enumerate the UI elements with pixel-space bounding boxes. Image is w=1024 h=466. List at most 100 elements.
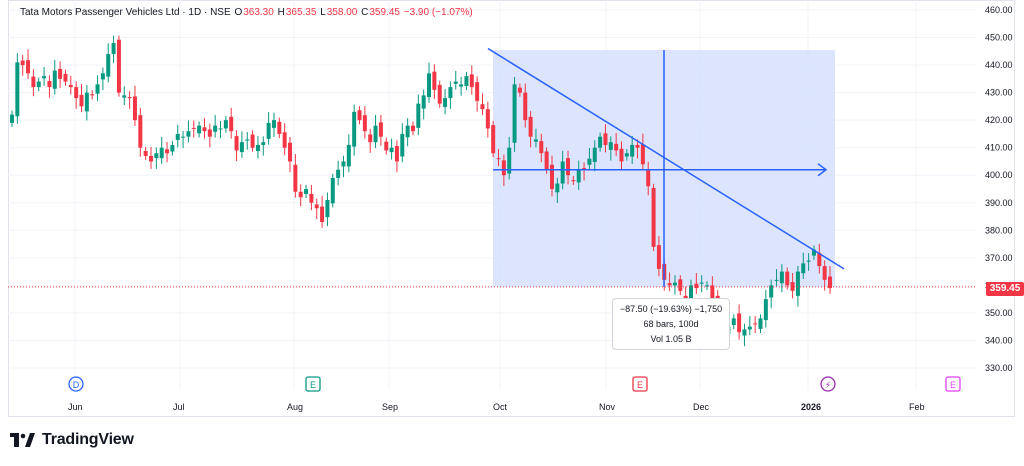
candle-body[interactable]	[651, 187, 656, 247]
candle-body[interactable]	[678, 279, 683, 291]
candle-body[interactable]	[544, 151, 549, 170]
candle-body[interactable]	[753, 323, 758, 325]
candle-body[interactable]	[298, 191, 303, 198]
candle-body[interactable]	[111, 43, 116, 55]
candle-body[interactable]	[170, 144, 175, 152]
candle-body[interactable]	[822, 266, 827, 280]
candle-body[interactable]	[132, 96, 137, 121]
candle-body[interactable]	[74, 87, 79, 99]
event-marker-icon[interactable]: E	[632, 376, 648, 392]
tradingview-logo[interactable]: TradingView	[10, 431, 134, 449]
candle-body[interactable]	[20, 60, 25, 66]
candle-body[interactable]	[688, 285, 693, 304]
candle-body[interactable]	[52, 70, 57, 89]
candle-body[interactable]	[191, 127, 196, 129]
candle-body[interactable]	[742, 329, 747, 336]
candle-body[interactable]	[384, 141, 389, 151]
candle-body[interactable]	[817, 252, 822, 267]
candle-body[interactable]	[731, 318, 736, 326]
candle-body[interactable]	[266, 122, 271, 139]
candle-body[interactable]	[58, 68, 63, 79]
candle-body[interactable]	[314, 204, 319, 209]
event-marker-icon[interactable]: E	[305, 376, 321, 392]
candle-body[interactable]	[646, 169, 651, 187]
candle-body[interactable]	[475, 82, 480, 101]
candle-body[interactable]	[336, 169, 341, 178]
candle-body[interactable]	[288, 142, 293, 162]
candle-body[interactable]	[640, 144, 645, 165]
candle-body[interactable]	[202, 127, 207, 132]
candle-body[interactable]	[555, 183, 560, 193]
candle-body[interactable]	[15, 62, 20, 117]
candle-body[interactable]	[437, 84, 442, 104]
candle-body[interactable]	[122, 95, 127, 98]
candle-body[interactable]	[234, 136, 239, 151]
candle-body[interactable]	[614, 143, 619, 151]
candle-body[interactable]	[549, 164, 554, 189]
candle-body[interactable]	[779, 271, 784, 284]
candle-body[interactable]	[774, 279, 779, 281]
candle-body[interactable]	[218, 128, 223, 130]
candle-body[interactable]	[705, 285, 710, 287]
candle-body[interactable]	[496, 158, 501, 160]
candle-body[interactable]	[368, 134, 373, 143]
candle-body[interactable]	[346, 144, 351, 167]
candle-body[interactable]	[582, 168, 587, 170]
candle-body[interactable]	[624, 153, 629, 157]
candle-body[interactable]	[656, 245, 661, 269]
candle-body[interactable]	[186, 131, 191, 137]
candle-body[interactable]	[785, 271, 790, 286]
candle-body[interactable]	[106, 54, 111, 77]
candle-body[interactable]	[90, 94, 95, 96]
candle-body[interactable]	[501, 160, 506, 176]
trend-line[interactable]	[487, 47, 845, 270]
candle-body[interactable]	[453, 81, 458, 84]
candle-body[interactable]	[47, 81, 52, 88]
candle-body[interactable]	[507, 147, 512, 174]
candle-body[interactable]	[293, 164, 298, 192]
candle-body[interactable]	[10, 114, 14, 123]
candle-body[interactable]	[806, 260, 811, 262]
candle-body[interactable]	[154, 153, 159, 159]
candle-body[interactable]	[245, 139, 250, 141]
candle-body[interactable]	[63, 73, 68, 82]
candle-body[interactable]	[271, 120, 276, 128]
candle-body[interactable]	[197, 125, 202, 134]
candle-body[interactable]	[533, 139, 538, 142]
candle-body[interactable]	[699, 282, 704, 284]
candle-body[interactable]	[416, 103, 421, 128]
candle-body[interactable]	[255, 144, 260, 151]
candle-body[interactable]	[459, 84, 464, 87]
candle-body[interactable]	[239, 142, 244, 153]
candle-body[interactable]	[566, 158, 571, 176]
candle-body[interactable]	[448, 87, 453, 99]
candle-body[interactable]	[207, 129, 212, 137]
candle-body[interactable]	[747, 326, 752, 330]
candle-body[interactable]	[330, 177, 335, 204]
candle-body[interactable]	[421, 95, 426, 109]
candle-body[interactable]	[598, 136, 603, 148]
candle-body[interactable]	[138, 115, 143, 148]
candle-body[interactable]	[159, 147, 164, 159]
candle-body[interactable]	[635, 144, 640, 148]
candle-body[interactable]	[31, 76, 36, 88]
candle-body[interactable]	[68, 84, 73, 88]
candle-body[interactable]	[341, 161, 346, 167]
candle-body[interactable]	[758, 318, 763, 329]
candle-body[interactable]	[405, 125, 410, 138]
candle-body[interactable]	[213, 125, 218, 132]
candle-body[interactable]	[512, 84, 517, 143]
candle-body[interactable]	[181, 136, 186, 138]
candle-body[interactable]	[127, 97, 132, 99]
candle-body[interactable]	[576, 169, 581, 183]
candle-body[interactable]	[36, 81, 41, 88]
candle-body[interactable]	[464, 76, 469, 87]
candle-body[interactable]	[175, 133, 180, 140]
candle-body[interactable]	[116, 39, 121, 93]
candle-body[interactable]	[795, 271, 800, 296]
candle-body[interactable]	[672, 282, 677, 286]
candle-body[interactable]	[517, 87, 522, 93]
candle-body[interactable]	[592, 147, 597, 163]
candle-body[interactable]	[790, 282, 795, 291]
candle-body[interactable]	[394, 146, 399, 162]
